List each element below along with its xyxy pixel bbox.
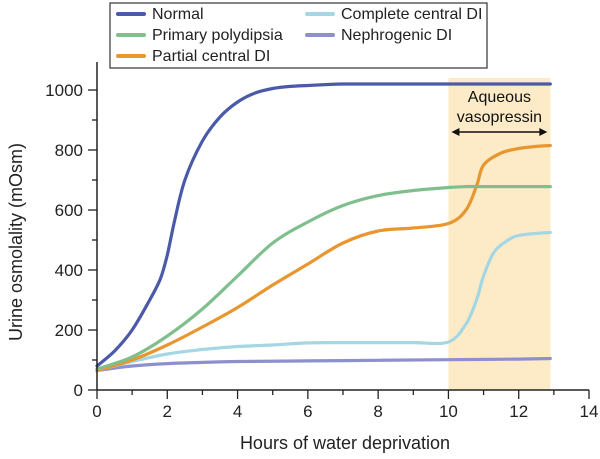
- series-line-partial-central-di: [95, 143, 552, 373]
- arrowhead-left-icon: [451, 128, 460, 136]
- y-tick-label: 400: [55, 261, 83, 280]
- x-tick-label: 2: [163, 402, 172, 421]
- series-line-nephrogenic-di: [95, 356, 552, 373]
- arrowhead-right-icon: [539, 128, 548, 136]
- legend-label-normal: Normal: [152, 6, 204, 23]
- legend-label-complete-central-di: Complete central DI: [341, 6, 482, 23]
- x-tick-label: 0: [92, 402, 101, 421]
- x-tick-label: 4: [233, 402, 242, 421]
- series-line-normal: [95, 82, 552, 368]
- x-tick-label: 12: [509, 402, 528, 421]
- y-tick-label: 600: [55, 201, 83, 220]
- y-tick-label: 0: [74, 381, 83, 400]
- series-line-primary-polydipsia: [95, 184, 552, 371]
- y-axis-title: Urine osmolality (mOsm): [6, 143, 26, 341]
- legend-label-nephrogenic-di: Nephrogenic DI: [341, 27, 452, 44]
- y-tick-label: 800: [55, 141, 83, 160]
- vasopressin-label-line: Aqueous: [468, 89, 531, 106]
- legend-label-primary-polydipsia: Primary polydipsia: [152, 27, 283, 44]
- vasopressin-label-line: vasopressin: [457, 109, 542, 126]
- x-tick-label: 6: [303, 402, 312, 421]
- y-tick-label: 200: [55, 321, 83, 340]
- x-tick-label: 8: [373, 402, 382, 421]
- y-tick-label: 1000: [45, 81, 83, 100]
- series-line-complete-central-di: [95, 230, 552, 373]
- legend-box: [109, 2, 488, 69]
- x-axis-title: Hours of water deprivation: [240, 433, 450, 453]
- x-tick-label: 10: [439, 402, 458, 421]
- legend-label-partial-central-di: Partial central DI: [152, 48, 270, 65]
- x-tick-label: 14: [580, 402, 599, 421]
